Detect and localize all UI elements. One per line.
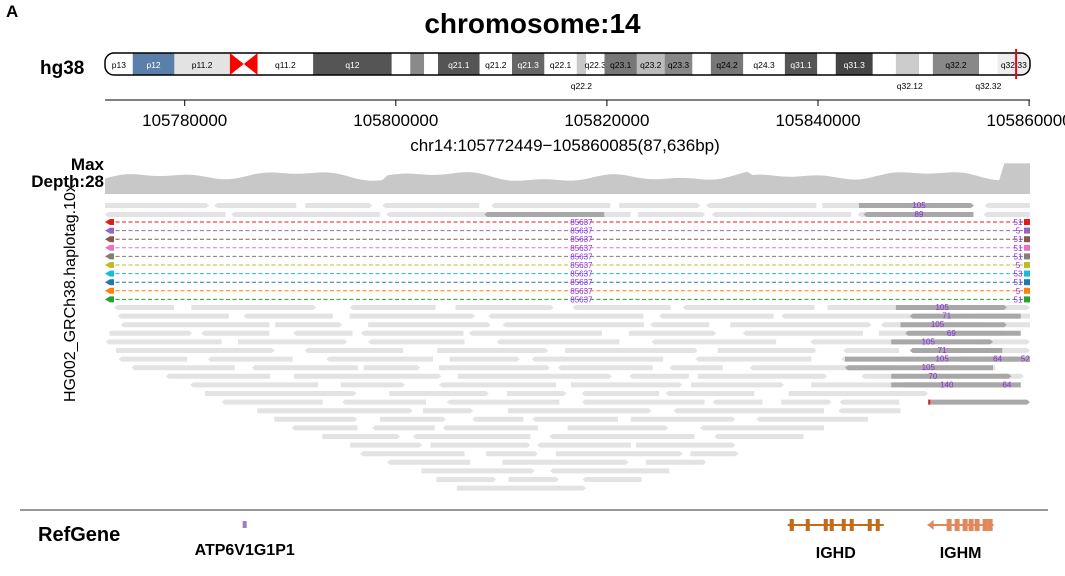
gene-exon bbox=[842, 519, 846, 531]
gene-exon bbox=[876, 519, 880, 531]
gene-exon bbox=[806, 519, 810, 531]
gene-exon bbox=[947, 519, 952, 531]
gene-exon bbox=[955, 519, 960, 531]
gene-exon bbox=[868, 519, 872, 531]
gene-label: IGHM bbox=[940, 545, 982, 563]
gene-exon bbox=[983, 519, 988, 531]
gene-exon bbox=[969, 519, 974, 531]
refgene-label: RefGene bbox=[38, 524, 120, 547]
gene-label: ATP6V1G1P1 bbox=[195, 542, 295, 560]
gene-exon bbox=[824, 519, 828, 531]
gene-label: IGHD bbox=[816, 545, 856, 563]
gene-exon bbox=[975, 519, 980, 531]
gene-direction bbox=[928, 520, 934, 530]
gene-exon bbox=[963, 519, 968, 531]
gene-exon bbox=[243, 521, 247, 528]
gene-exon bbox=[850, 519, 854, 531]
gene-exon bbox=[830, 519, 834, 531]
gene-exon bbox=[988, 519, 993, 531]
